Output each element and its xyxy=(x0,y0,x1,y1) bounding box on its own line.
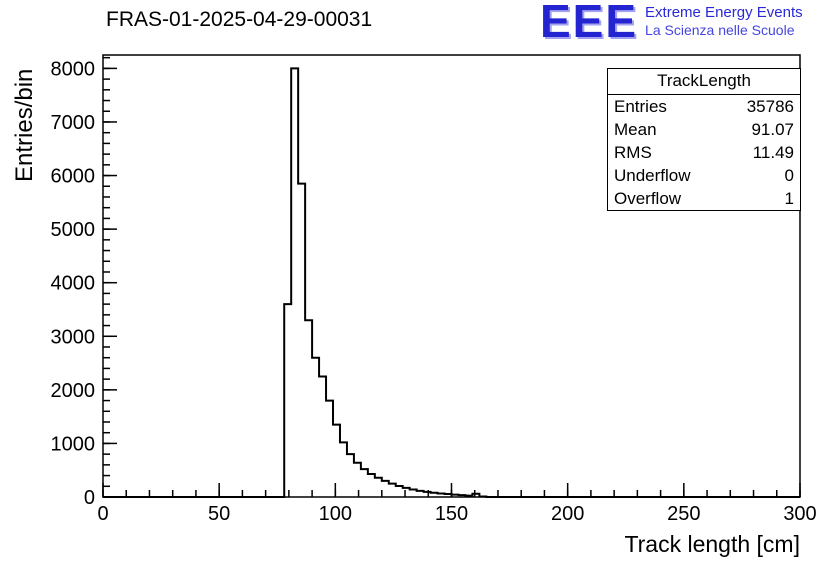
eee-logo: EEE Extreme Energy Events La Scienza nel… xyxy=(540,0,803,44)
stats-value-rms: 11.49 xyxy=(752,143,794,162)
stats-label-rms: RMS xyxy=(614,143,652,162)
stats-label-underflow: Underflow xyxy=(614,166,691,185)
x-tick-label: 250 xyxy=(667,503,700,525)
stats-label-entries: Entries xyxy=(614,97,667,116)
stats-value-entries: 35786 xyxy=(746,97,794,116)
stats-title: TrackLength xyxy=(608,69,800,95)
y-tick-label: 1000 xyxy=(51,433,96,455)
stats-row-underflow: Underflow 0 xyxy=(608,164,800,187)
x-tick-label: 300 xyxy=(783,503,816,525)
stats-value-overflow: 1 xyxy=(784,189,794,208)
y-axis-title: Entries/bin xyxy=(11,69,38,182)
eee-logo-letters: EEE xyxy=(540,0,639,47)
stats-value-mean: 91.07 xyxy=(751,120,794,139)
logo-tagline-1: Extreme Energy Events xyxy=(645,4,803,21)
y-tick-label: 5000 xyxy=(51,219,96,241)
x-axis-title: Track length [cm] xyxy=(624,531,800,557)
histogram-line xyxy=(103,67,800,498)
y-tick-label: 3000 xyxy=(51,326,96,348)
x-tick-label: 50 xyxy=(208,503,230,525)
stats-row-entries: Entries 35786 xyxy=(608,95,800,118)
x-tick-label: 200 xyxy=(551,503,584,525)
stats-label-mean: Mean xyxy=(614,120,657,139)
stats-value-underflow: 0 xyxy=(784,166,794,185)
stats-row-overflow: Overflow 1 xyxy=(608,187,800,210)
x-tick-label: 100 xyxy=(319,503,352,525)
y-tick-label: 2000 xyxy=(51,380,96,402)
eee-logo-taglines: Extreme Energy Events La Scienza nelle S… xyxy=(645,4,803,38)
stats-row-mean: Mean 91.07 xyxy=(608,118,800,141)
y-tick-label: 8000 xyxy=(51,58,96,80)
stats-row-rms: RMS 11.49 xyxy=(608,141,800,164)
plot-title: FRAS-01-2025-04-29-00031 xyxy=(106,8,373,31)
stats-label-overflow: Overflow xyxy=(614,189,682,208)
y-tick-label: 6000 xyxy=(51,166,96,188)
stats-box: TrackLength Entries 35786 Mean 91.07 RMS… xyxy=(607,68,801,211)
x-tick-label: 0 xyxy=(97,503,108,525)
y-tick-label: 0 xyxy=(84,487,95,509)
y-tick-label: 7000 xyxy=(51,112,96,134)
x-tick-label: 150 xyxy=(435,503,468,525)
y-tick-label: 4000 xyxy=(51,273,96,295)
logo-tagline-2: La Scienza nelle Scuole xyxy=(645,22,795,38)
